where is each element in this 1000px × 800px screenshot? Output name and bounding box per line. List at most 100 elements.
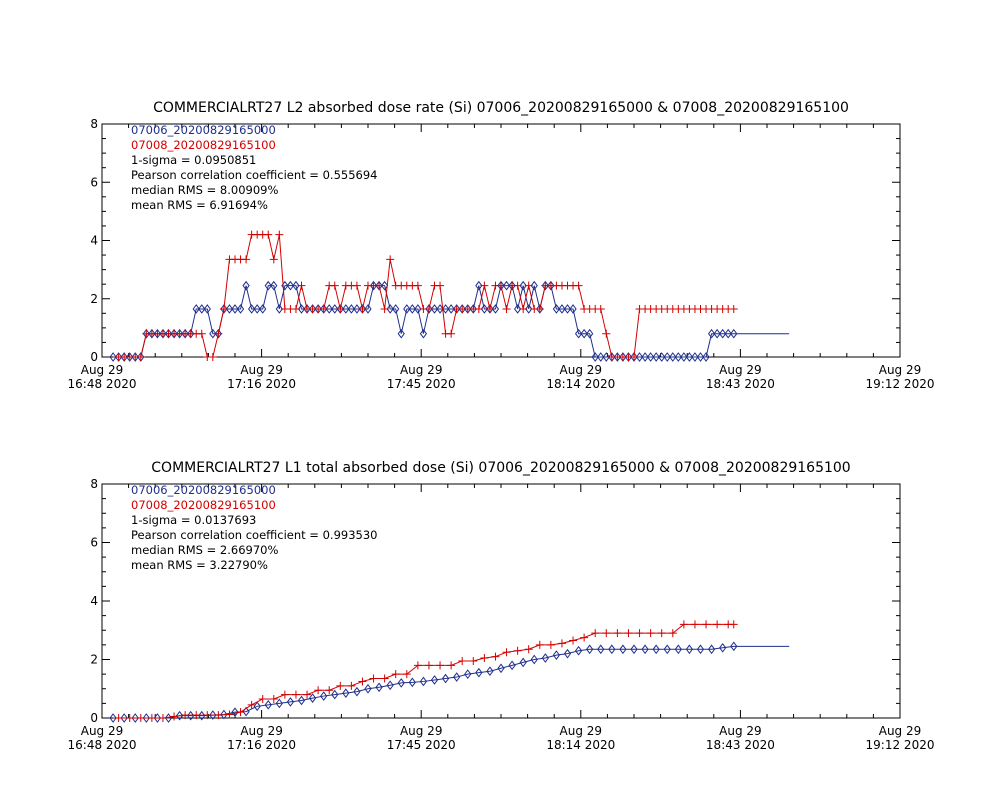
data-point: [552, 650, 561, 660]
data-point: [497, 663, 505, 674]
data-point: [325, 304, 333, 314]
data-point: [447, 661, 456, 670]
data-point: [231, 707, 239, 717]
data-point: [419, 676, 428, 687]
legend-entry-1: 07006_20200829165000: [131, 483, 276, 497]
data-point: [574, 328, 583, 339]
data-point: [303, 690, 312, 699]
data-point: [247, 700, 256, 709]
data-point: [109, 352, 117, 362]
data-point: [286, 697, 295, 707]
data-point: [730, 641, 738, 652]
data-point: [308, 693, 317, 703]
data-point: [475, 667, 483, 678]
data-point: [586, 328, 594, 339]
data-point: [236, 708, 245, 717]
data-point: [558, 304, 566, 314]
data-point: [336, 304, 344, 314]
series-1: [109, 641, 790, 723]
data-point: [286, 280, 295, 291]
data-point: [220, 304, 228, 314]
data-point: [447, 329, 456, 338]
data-point: [691, 352, 699, 362]
data-point: [320, 691, 328, 701]
data-point: [630, 644, 638, 655]
data-point: [524, 281, 533, 290]
y-tick-label: 6: [90, 175, 98, 189]
data-point: [147, 714, 156, 722]
data-point: [502, 280, 511, 291]
data-point: [353, 686, 361, 697]
data-point: [375, 281, 384, 290]
data-point: [386, 680, 394, 691]
data-point: [381, 280, 389, 291]
data-point: [707, 644, 716, 655]
data-point: [441, 304, 450, 314]
data-point: [430, 304, 439, 314]
data-point: [580, 633, 589, 642]
data-point: [114, 714, 123, 722]
data-point: [436, 304, 444, 314]
data-point: [657, 629, 666, 638]
x-tick-label: 18:14 2020: [546, 738, 615, 752]
data-point: [303, 304, 311, 314]
data-point: [291, 690, 300, 699]
data-point: [535, 304, 544, 313]
data-point: [602, 329, 611, 338]
data-point: [508, 280, 516, 291]
stat-annotation: mean RMS = 6.91694%: [131, 198, 268, 212]
data-point: [413, 281, 422, 290]
series-line: [118, 623, 734, 719]
data-point: [248, 304, 256, 314]
y-tick-label: 8: [90, 117, 98, 131]
data-point: [424, 304, 433, 313]
x-tick-label: 17:16 2020: [227, 377, 296, 391]
data-point: [491, 304, 500, 314]
data-point: [635, 352, 644, 362]
data-point: [713, 328, 721, 339]
x-tick-label: 18:43 2020: [706, 738, 775, 752]
data-point: [652, 644, 660, 655]
data-point: [563, 304, 572, 314]
data-point: [596, 304, 605, 313]
data-point: [680, 352, 688, 362]
data-point: [453, 304, 461, 314]
data-point: [608, 644, 616, 655]
data-point: [369, 280, 378, 291]
data-point: [475, 280, 483, 291]
data-point: [569, 304, 577, 314]
x-tick-label: 17:16 2020: [227, 738, 296, 752]
data-point: [375, 682, 383, 693]
data-point: [275, 304, 283, 314]
chart-panel-2: COMMERCIALRT27 L1 total absorbed dose (S…: [68, 460, 935, 752]
data-point: [480, 304, 488, 314]
data-point: [729, 620, 738, 629]
data-point: [203, 711, 212, 720]
data-point: [175, 710, 184, 721]
data-point: [219, 304, 228, 313]
data-point: [574, 281, 583, 290]
series-2: [114, 620, 738, 722]
data-point: [696, 352, 705, 362]
data-point: [402, 670, 411, 679]
data-point: [369, 674, 378, 683]
legend-entry-2: 07008_20200829165100: [131, 138, 276, 152]
data-point: [668, 629, 677, 638]
data-point: [624, 629, 633, 638]
data-point: [225, 710, 234, 719]
data-point: [497, 281, 505, 290]
x-tick-label: Aug 29: [879, 724, 922, 738]
stat-annotation: Pearson correlation coefficient = 0.9935…: [131, 528, 377, 542]
legend-entry-1: 07006_20200829165000: [131, 123, 276, 137]
data-point: [502, 304, 511, 313]
data-point: [236, 304, 245, 314]
data-point: [198, 710, 206, 721]
stat-annotation: 1-sigma = 0.0950851: [131, 153, 256, 167]
data-point: [546, 640, 555, 649]
data-point: [485, 304, 494, 313]
data-point: [347, 681, 356, 690]
stat-annotation: median RMS = 2.66970%: [131, 543, 278, 557]
data-point: [353, 304, 361, 314]
legend-entry-2: 07008_20200829165100: [131, 498, 276, 512]
